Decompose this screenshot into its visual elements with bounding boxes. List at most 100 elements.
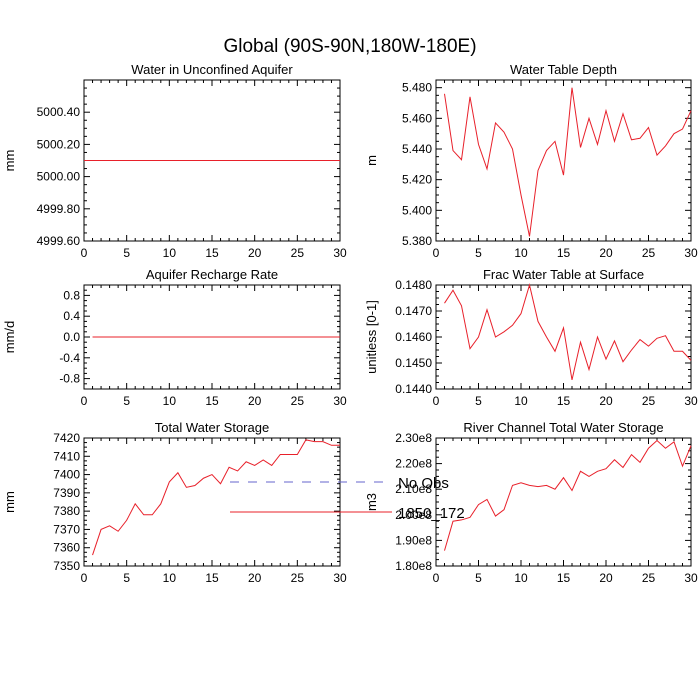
- chart-3-xtick-label: 0: [81, 394, 88, 408]
- chart-2-xtick-label: 20: [599, 246, 613, 260]
- chart-3-xtick-label: 25: [291, 394, 305, 408]
- chart-2-xtick-label: 30: [684, 246, 698, 260]
- chart-3-xtick-label: 15: [205, 394, 219, 408]
- chart-4-ytick-label: 0.1480: [395, 278, 432, 292]
- chart-3: Aquifer Recharge Rate mm/d 0 5 10 15 20 25 30 -0.…: [2, 267, 347, 408]
- chart-1-xtick-label: 10: [163, 246, 177, 260]
- chart-1: Water in Unconfined Aquifer mm 0 5 10 15 20 25 3…: [2, 62, 347, 260]
- chart-2-ylabel: m: [364, 155, 379, 166]
- chart-1-ytick-label: 4999.80: [37, 202, 81, 216]
- chart-2: Water Table Depth m 0 5 10 15 20 25 30 5.380 5.400…: [364, 62, 698, 260]
- chart-4-series-line: [444, 283, 692, 381]
- chart-4-ylabel: unitless [0-1]: [364, 300, 379, 374]
- chart-2-xtick-label: 10: [514, 246, 528, 260]
- chart-2-ytick-label: 5.480: [402, 81, 432, 95]
- chart-1-ytick-label: 4999.60: [37, 234, 81, 248]
- chart-6-xtick-label: 25: [642, 571, 656, 585]
- chart-5: Total Water Storage mm 0 5 10 15 20 25 30 7350 736…: [2, 420, 347, 585]
- chart-2-ytick-label: 5.440: [402, 142, 432, 156]
- legend-entry-1850-172: 1850_172: [230, 505, 465, 522]
- chart-6-xtick-label: 15: [557, 571, 571, 585]
- chart-4-frame: [435, 284, 692, 390]
- chart-6-xtick-label: 5: [475, 571, 482, 585]
- chart-6: River Channel Total Water Storage m3 0 5 10 1…: [364, 420, 698, 585]
- chart-1-title: Water in Unconfined Aquifer: [131, 62, 293, 77]
- chart-panels: Water in Unconfined Aquifer mm 0 5 10 15 20 25 3…: [2, 62, 698, 585]
- chart-1-xtick-label: 5: [123, 246, 130, 260]
- chart-5-ytick-label: 7370: [53, 522, 80, 536]
- chart-5-ytick-label: 7410: [53, 449, 80, 463]
- chart-2-xtick-label: 5: [475, 246, 482, 260]
- chart-1-xtick-label: 25: [291, 246, 305, 260]
- chart-2-series-line: [444, 87, 692, 237]
- chart-4-title: Frac Water Table at Surface: [483, 267, 644, 282]
- chart-4-xtick-label: 5: [475, 394, 482, 408]
- chart-6-ytick-label: 2.00e8: [395, 508, 432, 522]
- legend-label-1850-172: 1850_172: [398, 505, 465, 522]
- chart-6-series-line: [444, 439, 692, 551]
- chart-3-ytick-label: 0.4: [63, 309, 80, 323]
- chart-4-ytick-label: 0.1440: [395, 382, 432, 396]
- chart-2-ytick-label: 5.400: [402, 203, 432, 217]
- chart-3-title: Aquifer Recharge Rate: [146, 267, 278, 282]
- chart-4-ytick-label: 0.1460: [395, 330, 432, 344]
- chart-6-xtick-label: 10: [514, 571, 528, 585]
- chart-2-xtick-label: 0: [433, 246, 440, 260]
- chart-1-xtick-label: 15: [205, 246, 219, 260]
- chart-3-ytick-label: -0.4: [59, 351, 80, 365]
- chart-1-ytick-label: 5000.40: [37, 105, 81, 119]
- chart-4-xtick-label: 15: [557, 394, 571, 408]
- chart-5-ytick-label: 7420: [53, 431, 80, 445]
- legend-entry-no-obs: No Obs: [230, 475, 449, 492]
- chart-4-xtick-label: 0: [433, 394, 440, 408]
- legend-label-no-obs: No Obs: [398, 475, 449, 492]
- chart-3-ytick-label: 0.8: [63, 288, 80, 302]
- chart-5-ytick-label: 7400: [53, 468, 80, 482]
- chart-1-xtick-label: 30: [333, 246, 347, 260]
- chart-1-ytick-label: 5000.00: [37, 170, 81, 184]
- chart-2-title: Water Table Depth: [510, 62, 617, 77]
- chart-3-xtick-label: 20: [248, 394, 262, 408]
- chart-2-ytick-label: 5.420: [402, 173, 432, 187]
- chart-2-xtick-label: 25: [642, 246, 656, 260]
- chart-5-frame: [83, 437, 341, 567]
- chart-1-xtick-label: 20: [248, 246, 262, 260]
- chart-2-ytick-label: 5.380: [402, 234, 432, 248]
- chart-5-series-line: [92, 439, 340, 556]
- chart-5-ytick-label: 7350: [53, 559, 80, 573]
- chart-5-title: Total Water Storage: [155, 420, 269, 435]
- chart-5-xtick-label: 20: [248, 571, 262, 585]
- chart-1-xtick-label: 0: [81, 246, 88, 260]
- chart-3-ytick-label: -0.8: [59, 372, 80, 386]
- chart-6-ytick-label: 1.80e8: [395, 559, 432, 573]
- chart-5-ytick-label: 7360: [53, 541, 80, 555]
- chart-4-xtick-label: 20: [599, 394, 613, 408]
- chart-3-ylabel: mm/d: [2, 321, 17, 354]
- legend: No Obs 1850_172: [230, 475, 465, 522]
- chart-6-title: River Channel Total Water Storage: [463, 420, 663, 435]
- chart-3-xtick-label: 10: [163, 394, 177, 408]
- chart-6-ytick-label: 2.20e8: [395, 457, 432, 471]
- chart-4-xtick-label: 10: [514, 394, 528, 408]
- chart-5-xtick-label: 10: [163, 571, 177, 585]
- chart-6-xtick-label: 30: [684, 571, 698, 585]
- chart-5-xtick-label: 25: [291, 571, 305, 585]
- chart-6-xtick-label: 0: [433, 571, 440, 585]
- chart-3-xtick-label: 30: [333, 394, 347, 408]
- chart-6-ylabel: m3: [364, 493, 379, 511]
- chart-2-ytick-label: 5.460: [402, 111, 432, 125]
- chart-5-xtick-label: 0: [81, 571, 88, 585]
- chart-5-xtick-label: 15: [205, 571, 219, 585]
- chart-1-ylabel: mm: [2, 150, 17, 172]
- chart-5-xtick-label: 5: [123, 571, 130, 585]
- chart-4-ytick-label: 0.1470: [395, 304, 432, 318]
- chart-5-xtick-label: 30: [333, 571, 347, 585]
- chart-1-ytick-label: 5000.20: [37, 137, 81, 151]
- chart-4: Frac Water Table at Surface unitless [0-1…: [364, 267, 698, 408]
- chart-3-ytick-label: 0.0: [63, 330, 80, 344]
- chart-5-ytick-label: 7380: [53, 504, 80, 518]
- page-title: Global (90S-90N,180W-180E): [223, 36, 476, 57]
- chart-6-ytick-label: 2.30e8: [395, 431, 432, 445]
- chart-2-xtick-label: 15: [557, 246, 571, 260]
